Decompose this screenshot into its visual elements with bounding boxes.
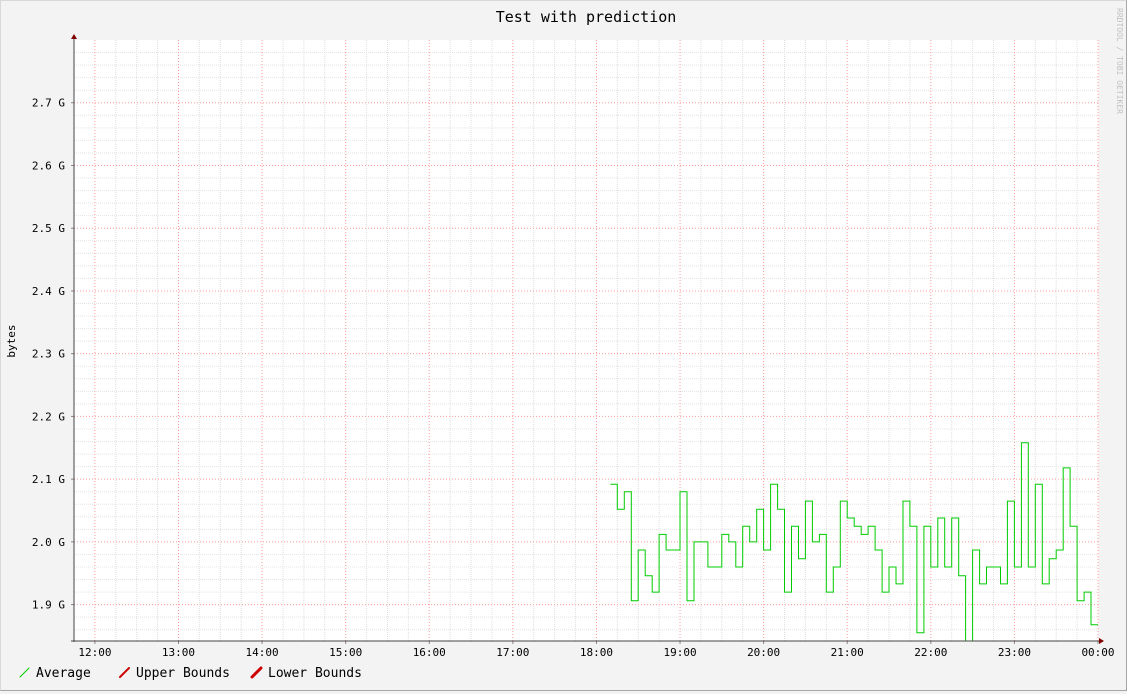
y-tick-label: 1.9 G xyxy=(32,599,65,612)
y-tick-label: 2.0 G xyxy=(32,536,65,549)
y-tick-label: 2.2 G xyxy=(32,410,65,423)
legend-label: Average xyxy=(36,666,91,681)
x-tick-label: 20:00 xyxy=(747,646,780,659)
x-tick-label: 19:00 xyxy=(663,646,696,659)
x-tick-label: 22:00 xyxy=(914,646,947,659)
y-tick-label: 2.3 G xyxy=(32,348,65,361)
legend-swatch-upper-bounds xyxy=(119,667,130,678)
legend-swatch-average xyxy=(19,667,30,678)
y-tick-label: 2.7 G xyxy=(32,97,65,110)
y-axis-label: bytes xyxy=(5,324,18,357)
chart-title: Test with prediction xyxy=(496,8,677,26)
x-axis-arrow xyxy=(1099,638,1104,644)
x-tick-labels: 12:00 13:00 14:00 15:00 16:00 17:00 18:00 19:00… xyxy=(78,646,1114,659)
legend-swatch-lower-bounds xyxy=(250,666,263,679)
y-tick-label: 2.1 G xyxy=(32,473,65,486)
x-tick-label: 13:00 xyxy=(162,646,195,659)
series-layer xyxy=(610,442,1098,642)
legend: Average Upper Bounds Lower Bounds xyxy=(19,666,362,681)
legend-label: Lower Bounds xyxy=(268,666,362,681)
axes xyxy=(71,34,1104,644)
x-tick-label: 18:00 xyxy=(580,646,613,659)
x-tick-label: 15:00 xyxy=(329,646,362,659)
y-tick-label: 2.6 G xyxy=(32,159,65,172)
legend-label: Upper Bounds xyxy=(136,666,230,681)
x-tick-label: 12:00 xyxy=(78,646,111,659)
watermark: RRDTOOL / TOBI OETIKER xyxy=(1115,8,1124,114)
x-tick-label: 00:00 xyxy=(1081,646,1114,659)
x-tick-label: 17:00 xyxy=(496,646,529,659)
x-tick-label: 21:00 xyxy=(831,646,864,659)
series-line-average xyxy=(610,442,1098,642)
y-tick-labels: 1.9 G 2.0 G 2.1 G 2.2 G 2.3 G 2.4 G 2.5 G 2.6 G… xyxy=(32,97,65,612)
x-tick-label: 23:00 xyxy=(998,646,1031,659)
grid-major xyxy=(74,40,1099,641)
y-tick-label: 2.4 G xyxy=(32,285,65,298)
x-tick-label: 14:00 xyxy=(246,646,279,659)
y-axis-arrow xyxy=(71,34,77,39)
y-tick-label: 2.5 G xyxy=(32,222,65,235)
x-tick-label: 16:00 xyxy=(413,646,446,659)
